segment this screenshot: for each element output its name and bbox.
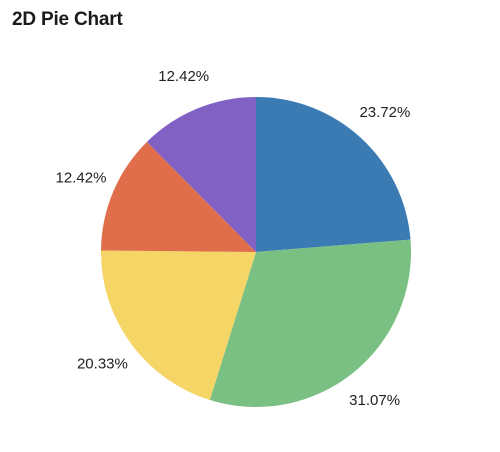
chart-title: 2D Pie Chart	[12, 9, 123, 30]
pie-slices	[101, 97, 412, 408]
pie-slice-label-5: 12.42%	[158, 68, 209, 85]
pie-slice-3	[101, 250, 257, 400]
pie-slice-4	[101, 141, 256, 252]
pie-slice-label-1: 23.72%	[359, 104, 410, 121]
pie-slice-1	[256, 97, 411, 252]
pie-slice-label-3: 20.33%	[77, 355, 128, 372]
pie-labels: 23.72% 31.07% 20.33% 12.42% 12.42%	[56, 68, 411, 409]
pie-slice-label-4: 12.42%	[56, 170, 107, 187]
pie-slice-5	[146, 97, 256, 252]
pie-slice-label-2: 31.07%	[349, 392, 400, 409]
pie-slice-2	[209, 239, 412, 408]
